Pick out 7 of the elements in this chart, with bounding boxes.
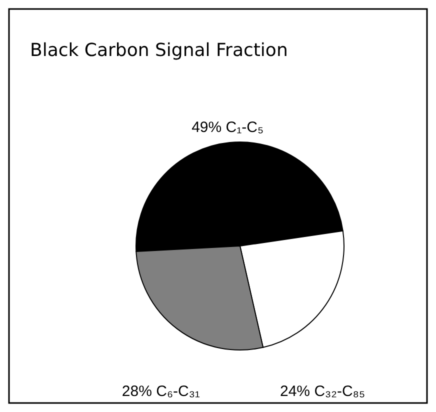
slice-label: C₁-C₅ xyxy=(226,119,264,136)
chart-title: Black Carbon Signal Fraction xyxy=(30,40,288,61)
data-label: 49% xyxy=(192,119,222,136)
data-label: 28% xyxy=(122,383,152,400)
slice-label: C₆-C₃₁ xyxy=(156,383,200,400)
slice-label: C₃₂-C₈₅ xyxy=(314,383,366,400)
data-label: 24% xyxy=(280,383,310,400)
